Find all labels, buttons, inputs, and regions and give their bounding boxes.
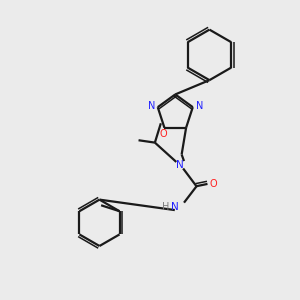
Text: N: N bbox=[148, 101, 155, 111]
Text: N: N bbox=[171, 202, 179, 212]
Text: N: N bbox=[196, 101, 203, 111]
Text: N: N bbox=[176, 160, 184, 170]
Text: H: H bbox=[162, 202, 169, 212]
Text: O: O bbox=[159, 129, 167, 139]
Text: O: O bbox=[209, 179, 217, 189]
